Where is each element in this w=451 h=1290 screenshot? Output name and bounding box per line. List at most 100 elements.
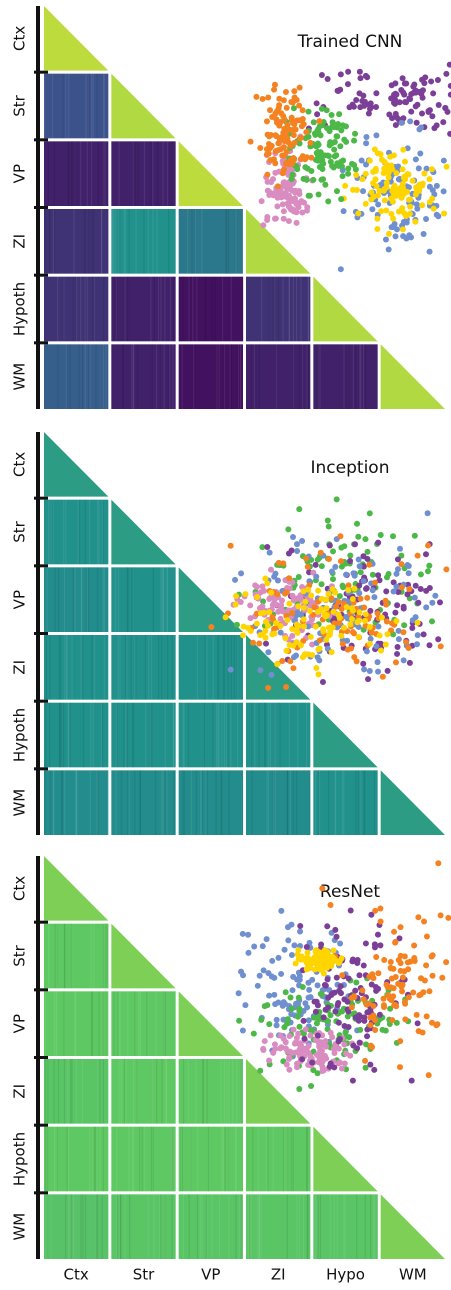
texture-stripe — [242, 276, 244, 342]
scatter-point — [356, 582, 363, 589]
scatter-point — [352, 130, 359, 137]
texture-stripe — [182, 276, 184, 342]
scatter-point — [397, 952, 404, 959]
scatter-point — [338, 632, 345, 639]
scatter-point — [283, 160, 290, 167]
texture-stripe — [53, 209, 56, 274]
texture-stripe — [143, 209, 145, 274]
texture-stripe — [135, 635, 137, 700]
heatmap-cell — [178, 1194, 243, 1259]
scatter-point — [317, 549, 324, 556]
texture-stripe — [222, 276, 224, 342]
scatter-point — [240, 623, 247, 630]
scatter-point — [338, 127, 345, 134]
scatter-point — [376, 577, 383, 584]
heatmap-cell — [178, 1126, 243, 1192]
scatter-point — [332, 563, 339, 570]
scatter-point — [334, 133, 341, 140]
scatter-point — [277, 629, 284, 636]
scatter-point — [423, 604, 430, 611]
texture-stripe — [257, 1126, 259, 1192]
scatter-point — [289, 534, 296, 541]
texture-stripe — [235, 209, 237, 274]
texture-stripe — [63, 770, 66, 835]
scatter-point — [318, 941, 325, 948]
texture-stripe — [84, 209, 86, 274]
texture-stripe — [98, 499, 100, 565]
texture-stripe — [128, 1126, 130, 1192]
scatter-point — [437, 912, 444, 919]
texture-stripe — [136, 1059, 138, 1124]
texture-stripe — [288, 702, 291, 768]
texture-stripe — [118, 1059, 120, 1124]
scatter-point — [299, 1056, 306, 1063]
scatter-point — [333, 974, 340, 981]
texture-stripe — [130, 635, 132, 700]
scatter-point — [401, 210, 408, 217]
scatter-point — [369, 587, 376, 594]
texture-stripe — [236, 1059, 238, 1124]
scatter-point — [306, 956, 313, 963]
scatter-point — [290, 665, 297, 672]
texture-stripe — [251, 702, 253, 768]
scatter-point — [420, 631, 427, 638]
scatter-point — [411, 942, 418, 949]
texture-stripe — [172, 344, 174, 409]
scatter-point — [266, 133, 273, 140]
heatmap-cell — [246, 276, 311, 342]
texture-stripe — [343, 770, 345, 835]
scatter-point — [404, 188, 411, 195]
scatter-point — [417, 150, 424, 157]
scatter-point — [330, 947, 337, 954]
scatter-point — [414, 1020, 421, 1027]
scatter-point — [318, 606, 325, 613]
texture-stripe — [87, 567, 90, 632]
scatter-point — [312, 561, 319, 568]
texture-stripe — [120, 1194, 122, 1259]
heatmap-cell — [246, 1194, 311, 1259]
texture-stripe — [84, 344, 87, 409]
texture-stripe — [204, 276, 206, 342]
scatter-point — [367, 635, 374, 642]
scatter-point — [400, 146, 407, 153]
scatter-point — [256, 640, 263, 647]
scatter-point — [299, 209, 306, 216]
texture-stripe — [44, 209, 46, 274]
texture-stripe — [197, 1126, 199, 1192]
texture-stripe — [182, 1194, 185, 1259]
scatter-point — [269, 957, 276, 964]
scatter-point — [307, 1032, 314, 1039]
texture-stripe — [228, 1194, 230, 1259]
texture-stripe — [217, 344, 219, 409]
texture-stripe — [65, 499, 67, 565]
scatter-point — [355, 210, 362, 217]
scatter-point — [315, 587, 322, 594]
scatter-point — [399, 205, 406, 212]
scatter-point — [390, 533, 397, 540]
scatter-point — [354, 619, 361, 626]
texture-stripe — [139, 991, 141, 1056]
texture-stripe — [258, 344, 260, 409]
texture-stripe — [250, 344, 253, 409]
texture-stripe — [84, 276, 86, 342]
heatmap-cell — [111, 276, 176, 342]
texture-stripe — [128, 209, 130, 274]
texture-stripe — [100, 702, 102, 768]
texture-stripe — [230, 344, 233, 409]
scatter-point — [284, 121, 291, 128]
scatter-point — [315, 191, 322, 198]
texture-stripe — [258, 1194, 260, 1259]
heatmap-cell — [44, 73, 109, 139]
scatter-point — [283, 589, 290, 596]
texture-stripe — [254, 344, 256, 409]
scatter-point — [275, 559, 282, 566]
texture-stripe — [80, 1194, 82, 1259]
texture-stripe — [264, 702, 266, 768]
texture-stripe — [149, 702, 151, 768]
texture-stripe — [151, 1059, 153, 1124]
texture-stripe — [249, 1194, 251, 1259]
texture-stripe — [292, 770, 294, 835]
texture-stripe — [156, 209, 158, 274]
texture-stripe — [76, 276, 78, 342]
scatter-point — [254, 593, 261, 600]
